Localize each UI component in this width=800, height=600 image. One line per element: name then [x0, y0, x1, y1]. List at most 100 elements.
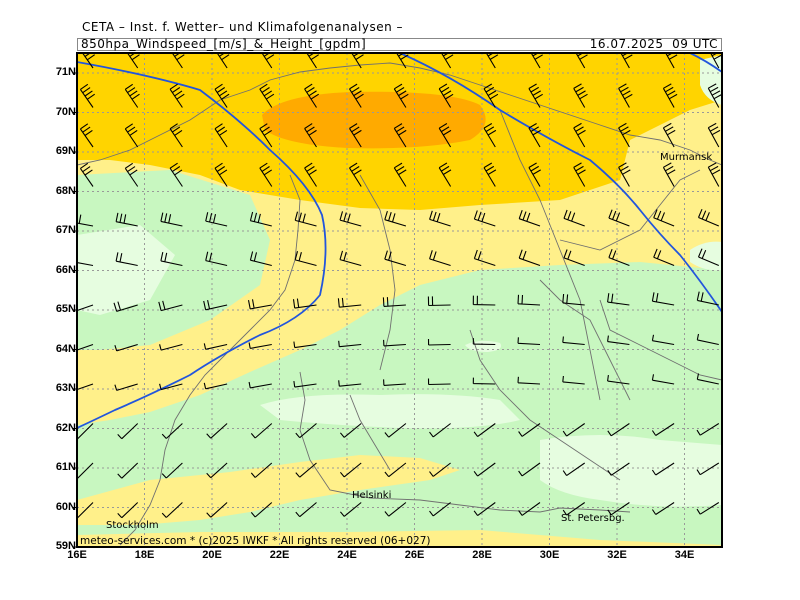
wind-barb: [382, 297, 406, 307]
lon-label: 26E: [404, 549, 425, 561]
wind-barb: [77, 383, 94, 391]
wind-barb: [384, 210, 407, 227]
wind-barb: [573, 83, 588, 108]
wind-barb: [651, 423, 675, 436]
wind-barb: [518, 423, 541, 437]
wind-barb: [77, 462, 94, 479]
wind-barb: [429, 250, 451, 267]
wind-patch-very-weak-a: [260, 394, 520, 429]
place-label-murmansk: Murmansk: [660, 152, 712, 163]
wind-barb: [393, 123, 407, 148]
wind-barb: [259, 162, 273, 187]
wind-barb: [124, 83, 140, 108]
wind-barb: [203, 343, 228, 350]
wind-barb: [203, 299, 228, 311]
wind-barb: [472, 377, 496, 385]
wind-barb: [339, 502, 362, 517]
lat-label: 69N: [55, 145, 76, 157]
wind-barb: [77, 502, 94, 519]
wind-barb: [216, 53, 230, 69]
wind-barb: [662, 122, 676, 148]
wind-barb: [259, 83, 275, 108]
wind-barb: [114, 343, 138, 352]
wind-barb: [518, 502, 541, 516]
wind-barb: [304, 162, 317, 187]
wind-barb: [651, 374, 675, 385]
wind-barb: [81, 53, 96, 69]
wind-barb: [117, 502, 139, 519]
wind-barb: [707, 83, 722, 108]
wind-barb: [160, 251, 183, 267]
wind-barb: [562, 375, 585, 385]
wind-barb: [483, 162, 497, 187]
wind-barb: [77, 423, 94, 440]
wind-barb: [77, 343, 94, 351]
lon-label: 18E: [134, 549, 155, 561]
wind-barb: [294, 211, 317, 227]
lon-label: 30E: [539, 549, 560, 561]
lat-label: 68N: [55, 184, 76, 197]
wind-barb: [349, 123, 362, 148]
chart-subtitle: 850hpa_Windspeed_[m/s]_&_Height_[gpdm]: [81, 37, 367, 51]
wind-barb: [248, 342, 272, 349]
wind-barb: [473, 210, 496, 227]
wind-barb: [483, 123, 497, 148]
wind-barb: [169, 83, 185, 108]
place-label-helsinki: Helsinki: [352, 490, 391, 501]
wind-barb: [117, 423, 139, 440]
lon-label: 32E: [607, 549, 627, 561]
wind-barb: [472, 295, 496, 306]
lon-label: 20E: [202, 549, 222, 561]
lat-label: 65N: [55, 303, 76, 315]
wind-barb: [261, 53, 275, 69]
wind-barb: [384, 250, 407, 267]
wind-barb: [159, 343, 183, 351]
wind-barb: [160, 212, 183, 227]
chart-title: CETA – Inst. f. Wetter– und Klimafolgena…: [82, 20, 404, 34]
wind-barb: [662, 162, 676, 187]
wind-barb: [697, 208, 720, 227]
wind-barb: [473, 423, 496, 438]
wind-barb: [562, 502, 586, 516]
wind-barb: [124, 123, 139, 148]
wind-barbs: [77, 53, 722, 519]
wind-barb: [161, 462, 183, 479]
wind-barb: [563, 209, 585, 227]
wind-barb: [295, 462, 317, 478]
wind-barb: [294, 251, 317, 267]
wind-barb: [248, 381, 272, 389]
wind-barb: [518, 462, 541, 477]
lat-label: 60N: [55, 500, 76, 513]
wind-barb: [351, 53, 364, 69]
wind-barb: [651, 462, 675, 476]
lat-label: 59N: [55, 540, 76, 552]
wind-barb: [247, 299, 272, 310]
wind-barb: [203, 382, 228, 390]
wind-barb: [292, 298, 317, 309]
wind-barb: [618, 122, 631, 148]
wind-barb: [214, 162, 228, 187]
wind-barb: [607, 375, 630, 385]
wind-barb: [562, 336, 585, 346]
lat-label: 64N: [55, 342, 76, 355]
wind-barb: [338, 380, 362, 387]
wind-barb: [115, 252, 138, 267]
wind-barb: [337, 297, 362, 308]
wind-barb: [472, 338, 496, 346]
wind-barb: [384, 423, 407, 438]
wind-barb: [339, 462, 362, 478]
wind-barb: [517, 337, 541, 346]
wind-band-south-b: [77, 530, 722, 547]
wind-barb: [293, 341, 317, 349]
wind-barb: [696, 333, 719, 346]
wind-barb: [573, 122, 586, 148]
wind-barb: [707, 162, 721, 187]
wind-barb: [620, 53, 633, 69]
lat-label: 67N: [55, 224, 76, 236]
wind-barb: [293, 381, 317, 388]
wind-barb: [114, 383, 138, 391]
wind-barb: [429, 502, 451, 517]
wind-barb: [473, 462, 496, 477]
lon-label: 24E: [337, 549, 357, 561]
